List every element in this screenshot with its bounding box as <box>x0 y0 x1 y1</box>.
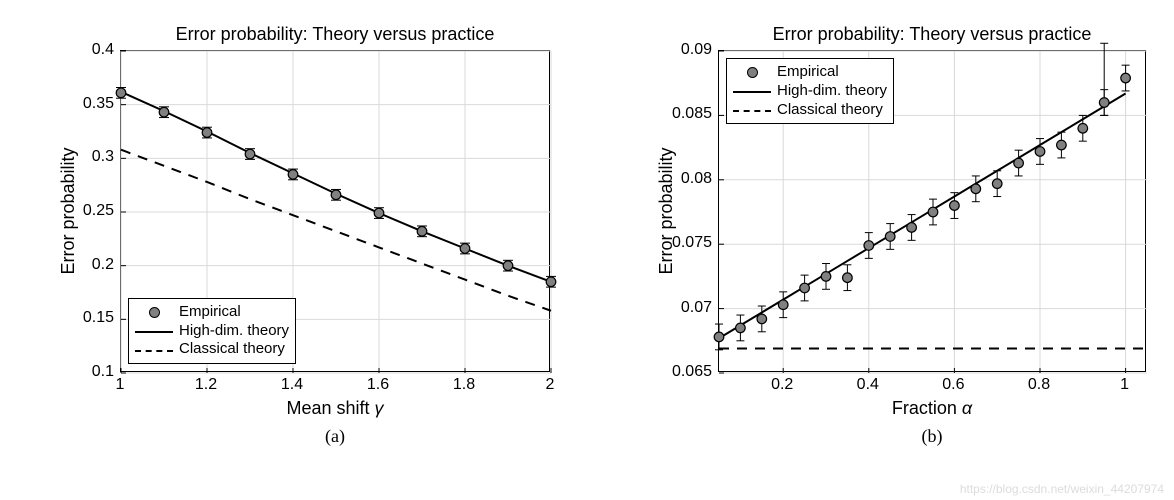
panel-a-legend: EmpiricalHigh-dim. theoryClassical theor… <box>128 298 296 364</box>
legend-item: Classical theory <box>135 340 289 359</box>
panel-a-title: Error probability: Theory versus practic… <box>120 24 550 45</box>
high-dim-theory-line <box>121 92 551 282</box>
xtick-label: 1.8 <box>453 376 475 394</box>
xtick-label: 0.8 <box>1028 376 1050 394</box>
legend-swatch-dashed <box>135 343 173 357</box>
panel-b-title: Error probability: Theory versus practic… <box>718 24 1146 45</box>
ytick-label: 0.08 <box>681 170 712 188</box>
legend-swatch-circle <box>733 65 771 79</box>
ytick-label: 0.4 <box>92 41 114 59</box>
legend-label: Empirical <box>179 303 241 322</box>
panel-a-caption: (a) <box>120 426 550 447</box>
xtick-label: 1.6 <box>367 376 389 394</box>
legend-item: Empirical <box>733 63 887 82</box>
ytick-label: 0.35 <box>83 95 114 113</box>
legend-swatch-circle <box>135 305 173 319</box>
ytick-label: 0.085 <box>672 105 712 123</box>
ytick-label: 0.07 <box>681 299 712 317</box>
xtick-label: 1 <box>116 376 125 394</box>
panel-a-ylabel: Error probability <box>58 50 79 372</box>
xlabel-text: Mean shift <box>286 398 374 418</box>
xtick-label: 1.4 <box>281 376 303 394</box>
xtick-label: 2 <box>546 376 555 394</box>
legend-item: Classical theory <box>733 101 887 120</box>
legend-item: High-dim. theory <box>733 82 887 101</box>
panel-a-xlabel: Mean shift γ <box>120 398 550 419</box>
ytick-label: 0.1 <box>92 363 114 381</box>
legend-swatch-solid <box>135 324 173 338</box>
ytick-label: 0.15 <box>83 309 114 327</box>
legend-label: Empirical <box>777 63 839 82</box>
classical-theory-line <box>121 150 551 311</box>
legend-label: Classical theory <box>777 101 883 120</box>
xtick-label: 0.2 <box>771 376 793 394</box>
panel-b: Error probability: Theory versus practic… <box>632 14 1162 474</box>
legend-label: High-dim. theory <box>777 82 887 101</box>
ytick-label: 0.3 <box>92 148 114 166</box>
watermark: https://blog.csdn.net/weixin_44207974 <box>960 482 1164 496</box>
legend-item: Empirical <box>135 303 289 322</box>
ytick-label: 0.09 <box>681 41 712 59</box>
legend-swatch-solid <box>733 84 771 98</box>
legend-label: High-dim. theory <box>179 322 289 341</box>
legend-label: Classical theory <box>179 340 285 359</box>
ytick-label: 0.2 <box>92 256 114 274</box>
panel-b-ylabel: Error probability <box>656 50 677 372</box>
xlabel-symbol: γ <box>375 398 384 418</box>
xtick-label: 0.4 <box>857 376 879 394</box>
panel-b-caption: (b) <box>718 426 1146 447</box>
legend-swatch-dashed <box>733 103 771 117</box>
panel-a: Error probability: Theory versus practic… <box>40 14 570 474</box>
xlabel-symbol: α <box>962 398 972 418</box>
xtick-label: 1 <box>1120 376 1129 394</box>
xtick-label: 1.2 <box>195 376 217 394</box>
ytick-label: 0.075 <box>672 234 712 252</box>
figure-canvas: Error probability: Theory versus practic… <box>0 0 1174 500</box>
panel-b-xlabel: Fraction α <box>718 398 1146 419</box>
legend-item: High-dim. theory <box>135 322 289 341</box>
xtick-label: 0.6 <box>942 376 964 394</box>
xlabel-text: Fraction <box>892 398 962 418</box>
panel-b-legend: EmpiricalHigh-dim. theoryClassical theor… <box>726 58 894 124</box>
ytick-label: 0.065 <box>672 363 712 381</box>
ytick-label: 0.25 <box>83 202 114 220</box>
